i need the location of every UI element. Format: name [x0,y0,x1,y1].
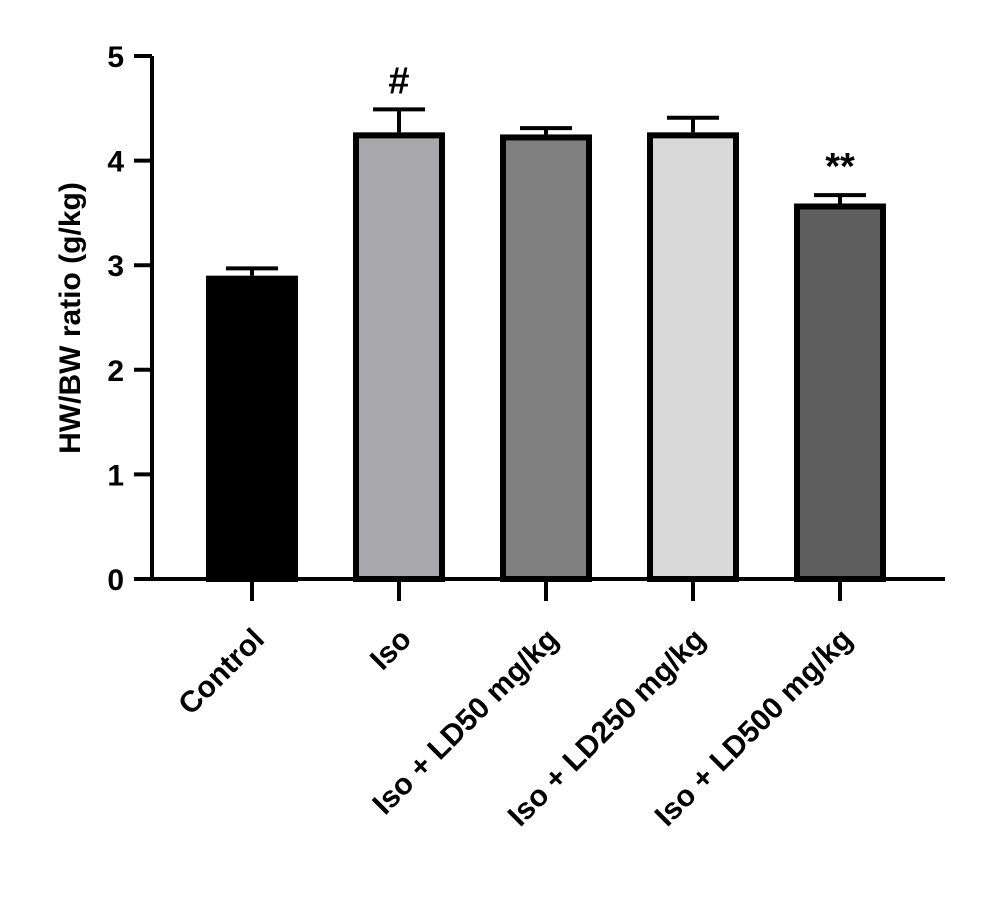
annotation-1: # [388,60,409,102]
bar-3 [647,132,739,582]
bar-4 [794,203,886,582]
bar-1 [353,132,445,582]
y-tick-label-4: 4 [107,146,124,179]
y-tick-label-1: 1 [107,459,124,492]
y-tick-label-2: 2 [107,355,124,388]
annotation-4: ** [825,146,855,188]
y-ticks-group: 0 1 2 3 4 5 [107,41,152,597]
annotations-group: # ** [388,60,855,188]
y-axis-label: HW/BW ratio (g/kg) [54,182,87,454]
y-tick-label-0: 0 [107,564,124,597]
bar-2 [500,134,592,582]
error-bars-group [226,107,866,276]
y-tick-label-3: 3 [107,250,124,283]
y-tick-label-5: 5 [107,41,124,74]
axes-group [150,56,945,601]
bars-group [206,132,886,582]
bar-0 [206,275,298,582]
x-tick-label-0: Control [172,623,271,722]
x-tick-label-1: Iso [364,623,418,677]
